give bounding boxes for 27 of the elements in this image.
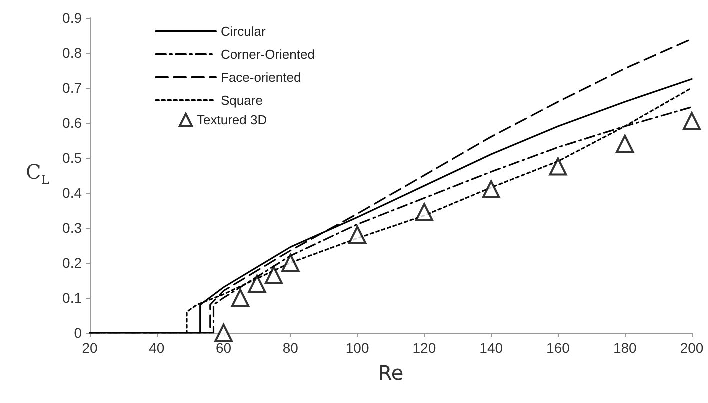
legend-label: Corner-Oriented: [221, 47, 315, 62]
y-tick-label: 0.3: [62, 220, 82, 236]
y-tick-label: 0.4: [62, 185, 82, 201]
legend-label: Circular: [221, 24, 266, 39]
x-tick-label: 20: [82, 340, 98, 356]
x-tick-label: 80: [282, 340, 299, 356]
y-tick-label: 0.5: [62, 150, 82, 166]
y-tick-label: 0: [74, 325, 82, 341]
x-tick-label: 200: [680, 340, 704, 356]
x-tick-label: 180: [613, 340, 638, 356]
y-tick-label: 0.9: [62, 10, 82, 26]
legend-label: Square: [221, 93, 263, 108]
x-tick-label: 140: [480, 340, 504, 356]
x-tick-label: 100: [346, 340, 370, 356]
x-tick-label: 160: [546, 340, 570, 356]
y-tick-label: 0.2: [62, 255, 82, 271]
y-tick-label: 0.1: [62, 290, 82, 306]
x-axis-title: Re: [378, 361, 404, 385]
y-axis-title: C$_{L}$: [26, 160, 50, 187]
y-tick-label: 0.8: [62, 45, 82, 61]
y-tick-label: 0.7: [62, 80, 82, 96]
legend-label: Face-oriented: [221, 70, 302, 85]
x-tick-label: 60: [216, 340, 232, 356]
x-tick-label: 120: [412, 340, 436, 356]
y-tick-label: 0.6: [62, 115, 82, 131]
x-tick-label: 40: [149, 340, 165, 356]
legend-label: Textured 3D: [197, 112, 268, 128]
